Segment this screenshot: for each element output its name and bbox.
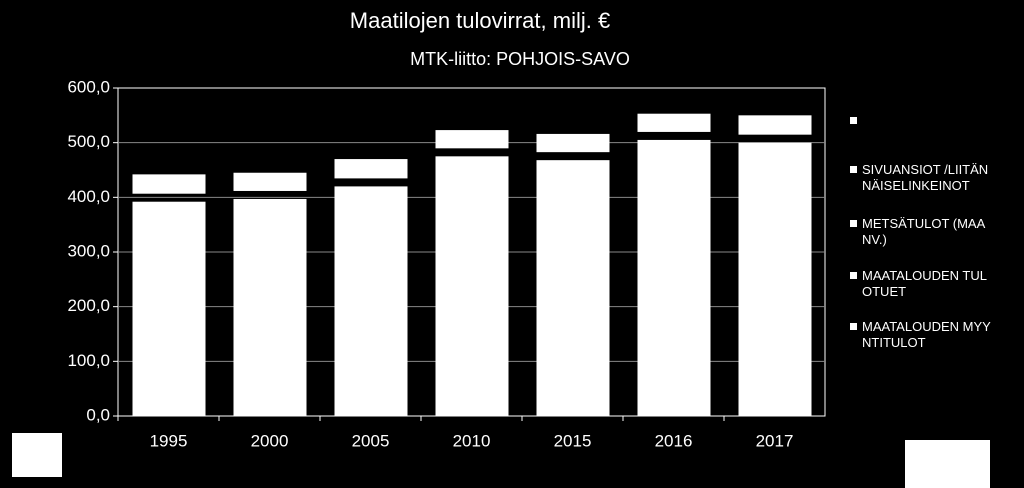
y-tick-label: 400,0 bbox=[67, 187, 110, 206]
bar-segment bbox=[132, 201, 206, 416]
legend-label: METSÄTULOT (MAANV.) bbox=[862, 216, 986, 247]
x-tick-label: 2017 bbox=[756, 431, 794, 450]
legend-marker bbox=[850, 166, 857, 173]
x-tick-label: 1995 bbox=[150, 431, 188, 450]
bar-segment bbox=[637, 139, 711, 416]
x-tick-label: 2005 bbox=[352, 431, 390, 450]
bar-segment bbox=[233, 172, 307, 191]
bar-segment bbox=[334, 159, 408, 179]
x-tick-label: 2010 bbox=[453, 431, 491, 450]
y-tick-label: 500,0 bbox=[67, 132, 110, 151]
y-tick-label: 0,0 bbox=[86, 405, 110, 424]
legend-marker bbox=[850, 272, 857, 279]
bar-segment bbox=[536, 133, 610, 153]
y-tick-label: 600,0 bbox=[67, 77, 110, 96]
bar-segment bbox=[536, 160, 610, 416]
legend-label: MAATALOUDEN TULOTUET bbox=[862, 268, 987, 299]
box bbox=[905, 440, 990, 488]
chart-subtitle: MTK-liitto: POHJOIS-SAVO bbox=[410, 49, 630, 69]
y-tick-label: 100,0 bbox=[67, 351, 110, 370]
bar-segment bbox=[738, 142, 812, 416]
x-tick-label: 2015 bbox=[554, 431, 592, 450]
y-tick-label: 300,0 bbox=[67, 241, 110, 260]
x-tick-label: 2000 bbox=[251, 431, 289, 450]
legend-marker bbox=[850, 220, 857, 227]
bar-segment bbox=[334, 186, 408, 416]
legend-marker bbox=[850, 117, 857, 124]
box bbox=[12, 433, 62, 477]
legend-label: SIVUANSIOT /LIITÄNNÄISELINKEINOT bbox=[862, 162, 989, 193]
bar-segment bbox=[637, 113, 711, 132]
legend-label: MAATALOUDEN MYYNTITULOT bbox=[862, 319, 991, 350]
chart-title: Maatilojen tulovirrat, milj. € bbox=[350, 8, 610, 33]
bar-segment bbox=[435, 156, 509, 417]
bar-segment bbox=[738, 115, 812, 135]
bar-segment bbox=[233, 198, 307, 416]
legend-marker bbox=[850, 323, 857, 330]
bar-segment bbox=[435, 130, 509, 149]
y-tick-label: 200,0 bbox=[67, 296, 110, 315]
x-tick-label: 2016 bbox=[655, 431, 693, 450]
bar-segment bbox=[132, 174, 206, 194]
